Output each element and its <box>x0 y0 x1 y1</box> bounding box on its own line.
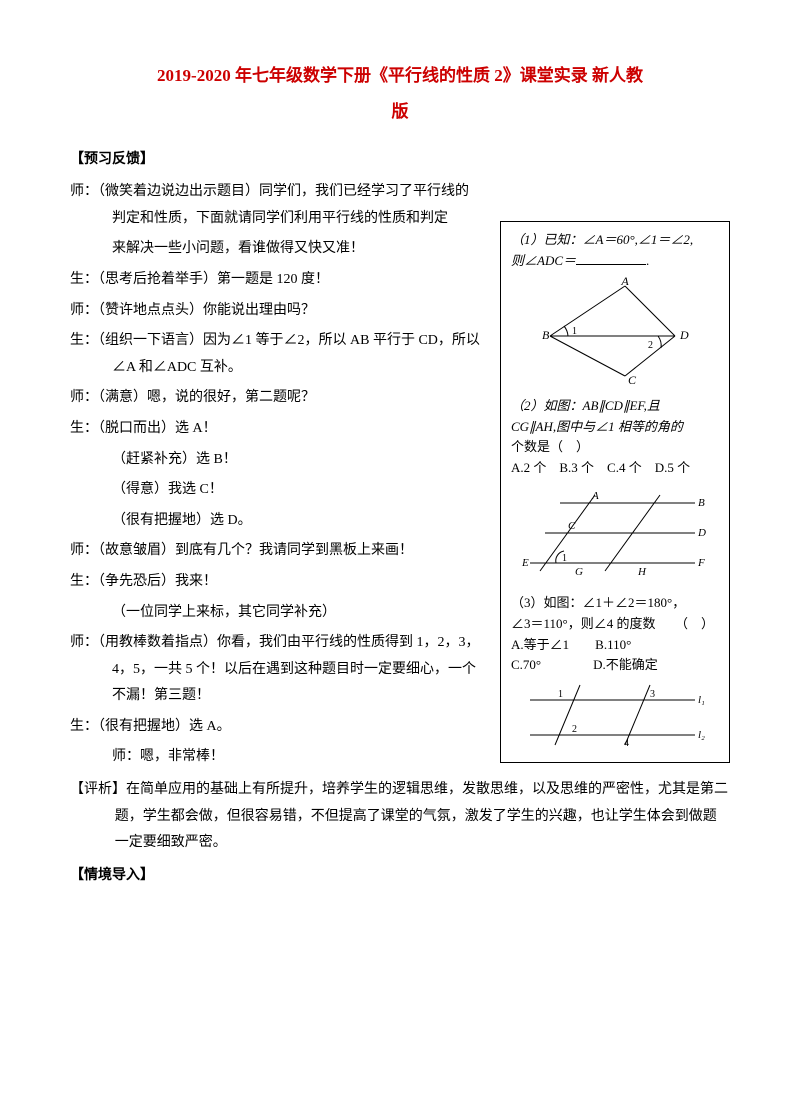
q1-blank <box>576 251 646 265</box>
q3-text-b: ∠3＝110°，则∠4 的度数 （ ） <box>511 614 719 635</box>
svg-text:B: B <box>542 328 550 342</box>
dialog-line: 师：（故意皱眉）到底有几个？我请同学到黑板上来画！ <box>70 538 480 565</box>
dialog-line: （赶紧补充）选 B！ <box>70 447 480 474</box>
body-wrap: （1）已知：∠A＝60°,∠1＝∠2, 则∠ADC＝. A B C D 1 2 … <box>70 179 730 771</box>
question-sidebar: （1）已知：∠A＝60°,∠1＝∠2, 则∠ADC＝. A B C D 1 2 … <box>500 221 730 763</box>
q3-text-a: （3）如图：∠1＋∠2＝180°， <box>511 593 719 614</box>
svg-text:1: 1 <box>572 326 577 337</box>
review-text: 【评析】在简单应用的基础上有所提升，培养学生的逻辑思维，发散思维，以及思维的严密… <box>70 777 730 857</box>
q3-figure: 1 2 3 4 l₁ l₂ <box>520 680 710 750</box>
svg-text:l₂: l₂ <box>698 729 705 741</box>
dialog-line: 师：（用教棒数着指点）你看，我们由平行线的性质得到 1，2，3，4，5，一共 5… <box>70 630 480 710</box>
dialog-block: 师：（微笑着边说边出示题目）同学们，我们已经学习了平行线的判定和性质，下面就请同… <box>70 179 480 771</box>
svg-text:C: C <box>628 373 637 386</box>
svg-text:H: H <box>637 566 647 578</box>
dialog-line: 生：（组织一下语言）因为∠1 等于∠2，所以 AB 平行于 CD，所以∠A 和∠… <box>70 328 480 381</box>
svg-text:E: E <box>521 557 529 569</box>
q1-text-b: 则∠ADC＝. <box>511 251 719 272</box>
svg-text:D: D <box>697 527 706 539</box>
dialog-line: （得意）我选 C！ <box>70 477 480 504</box>
dialog-line: 生：（很有把握地）选 A。 <box>70 714 480 741</box>
section-intro: 【情境导入】 <box>70 863 730 890</box>
svg-text:B: B <box>698 497 705 509</box>
svg-text:F: F <box>697 557 705 569</box>
dialog-line: 生：（思考后抢着举手）第一题是 120 度！ <box>70 267 480 294</box>
svg-text:C: C <box>568 520 576 532</box>
dialog-line: 生：（争先恐后）我来！ <box>70 569 480 596</box>
section-preview: 【预习反馈】 <box>70 147 730 174</box>
dialog-line: 师：（满意）嗯，说的很好，第二题呢？ <box>70 385 480 412</box>
q1-figure: A B C D 1 2 <box>530 276 700 386</box>
dialog-line: 师：嗯，非常棒！ <box>70 744 480 771</box>
svg-text:D: D <box>679 328 689 342</box>
q2-figure: A B C D E F G H 1 <box>520 483 710 583</box>
svg-text:1: 1 <box>562 553 567 564</box>
svg-text:3: 3 <box>650 689 655 700</box>
q2-text-a: （2）如图：AB∥CD∥EF,且 <box>511 396 719 417</box>
title-line-2: 版 <box>70 96 730 128</box>
svg-text:A: A <box>620 276 629 288</box>
dialog-line: （很有把握地）选 D。 <box>70 508 480 535</box>
dialog-line: 生：（脱口而出）选 A！ <box>70 416 480 443</box>
q1-text-a: （1）已知：∠A＝60°,∠1＝∠2, <box>511 230 719 251</box>
dialog-line: 师：（赞许地点点头）你能说出理由吗？ <box>70 298 480 325</box>
svg-text:2: 2 <box>648 340 653 351</box>
svg-text:2: 2 <box>572 724 577 735</box>
dialog-line: 来解决一些小问题，看谁做得又快又准！ <box>70 236 480 263</box>
dialog-line: 师：（微笑着边说边出示题目）同学们，我们已经学习了平行线的判定和性质，下面就请同… <box>70 179 480 232</box>
title-line-1: 2019-2020 年七年级数学下册《平行线的性质 2》课堂实录 新人教 <box>70 60 730 92</box>
q2-options: A.2 个 B.3 个 C.4 个 D.5 个 <box>511 458 719 479</box>
q3-options-row2: C.70° D.不能确定 <box>511 655 719 676</box>
svg-text:1: 1 <box>558 689 563 700</box>
q2-text-c: 个数是（ ） <box>511 437 719 458</box>
q3-options-row1: A.等于∠1 B.110° <box>511 635 719 656</box>
svg-text:l₁: l₁ <box>698 694 705 706</box>
svg-text:G: G <box>575 566 583 578</box>
svg-text:4: 4 <box>624 738 629 749</box>
q2-text-b: CG∥AH,图中与∠1 相等的角的 <box>511 417 719 438</box>
svg-text:A: A <box>591 490 599 502</box>
dialog-line: （一位同学上来标，其它同学补充） <box>70 600 480 627</box>
